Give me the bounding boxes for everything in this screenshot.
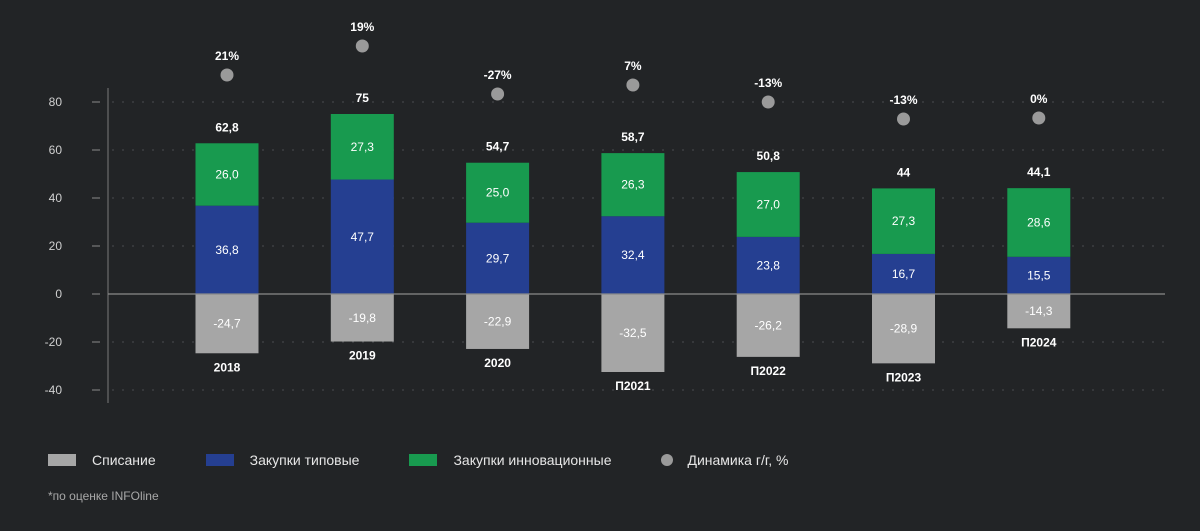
dynamics-dot [897, 112, 910, 126]
dynamics-label: -13% [754, 76, 782, 90]
x-category-label: 2019 [349, 349, 376, 363]
dynamics-dot [355, 39, 369, 53]
dynamics-label: 21% [215, 49, 239, 63]
x-category-label: 2018 [214, 360, 241, 374]
dynamics-dot [220, 68, 234, 82]
bar-innovative [736, 172, 800, 237]
bar-label-innovative: 25,0 [486, 186, 510, 200]
bar-innovative [330, 114, 394, 180]
bar-label-writeoff: -22,9 [484, 314, 512, 328]
legend-label-dynamics: Динамика г/г, % [687, 452, 789, 468]
bar-total-label: 44 [897, 165, 911, 179]
y-tick-label: -40 [45, 383, 63, 397]
y-tick-label: 60 [49, 143, 63, 157]
bar-typical [872, 253, 935, 294]
footnote: *по оценке INFOline [48, 489, 159, 503]
bar-writeoff [195, 294, 259, 354]
bar-label-writeoff: -14,3 [1025, 304, 1053, 318]
dynamics-label: -13% [889, 93, 917, 107]
dynamics-label: 7% [624, 59, 642, 73]
bar-typical [736, 236, 800, 294]
bar-total-label: 58,7 [621, 130, 645, 144]
bar-writeoff [601, 294, 665, 372]
bar-label-writeoff: -24,7 [213, 317, 241, 331]
dynamics-dot [1032, 111, 1046, 125]
bar-typical [1007, 256, 1071, 294]
bar-innovative [1007, 188, 1071, 257]
bar-label-innovative: 26,3 [621, 178, 645, 192]
dynamics-label: -27% [484, 68, 512, 82]
legend-dot-dynamics [661, 454, 674, 466]
bar-writeoff [1007, 294, 1071, 329]
bar-label-innovative: 27,0 [757, 197, 781, 211]
bar-total-label: 62,8 [215, 120, 239, 134]
bar-total-label: 54,7 [486, 140, 510, 154]
bar-label-innovative: 27,3 [351, 140, 375, 154]
legend-swatch-typical [205, 454, 234, 466]
bar-label-typical: 15,5 [1027, 268, 1051, 282]
dynamics-dot [491, 87, 505, 101]
bar-writeoff [330, 294, 394, 342]
x-category-label: П2021 [615, 379, 651, 393]
dynamics-dot [626, 78, 640, 92]
bar-writeoff [872, 294, 935, 364]
legend-label-innovative: Закупки инновационные [453, 452, 612, 468]
y-tick-label: 40 [49, 191, 63, 205]
bar-label-writeoff: -32,5 [619, 326, 647, 340]
y-tick-label: 0 [55, 287, 62, 301]
bar-writeoff [466, 294, 530, 349]
legend-swatch-writeoff [48, 454, 76, 466]
chart: 80 60 40 20 0 -20 -40 -24,7 36,8 26,0 62,8 2018 21% -… [45, 20, 1165, 403]
dynamics-label: 0% [1030, 92, 1048, 106]
dynamics-dot [761, 95, 775, 109]
legend-label-writeoff: Списание [92, 452, 156, 468]
bar-label-typical: 36,8 [215, 243, 239, 257]
bar-label-typical: 47,7 [351, 230, 375, 244]
legend-swatch-innovative [409, 454, 438, 466]
bar-typical [195, 205, 259, 294]
bar-label-typical: 16,7 [892, 267, 916, 281]
bar-innovative [872, 188, 935, 254]
x-category-label: П2023 [886, 370, 922, 384]
legend-item-typical: Закупки типовые [205, 452, 360, 468]
legend: Списание Закупки типовые Закупки инновац… [48, 452, 788, 468]
bar-writeoff [736, 294, 800, 357]
x-category-label: 2020 [484, 356, 511, 370]
y-tick-label: 20 [49, 239, 63, 253]
bar-innovative [195, 143, 259, 206]
bar-label-writeoff: -28,9 [890, 322, 918, 336]
bar-typical [601, 216, 665, 294]
bar-innovative [601, 153, 665, 217]
bar-label-innovative: 28,6 [1027, 215, 1051, 229]
bar-total-label: 75 [356, 91, 370, 105]
bar-typical [330, 179, 394, 294]
x-category-label: П2024 [1021, 335, 1057, 349]
bar-label-typical: 23,8 [757, 258, 781, 272]
bar-label-writeoff: -19,8 [349, 311, 377, 325]
bar-total-label: 44,1 [1027, 165, 1051, 179]
dynamics-label: 19% [350, 20, 374, 34]
bar-total-label: 50,8 [757, 149, 781, 163]
legend-item-dynamics: Динамика г/г, % [661, 452, 788, 468]
bar-label-typical: 32,4 [621, 248, 645, 262]
bar-innovative [466, 162, 530, 223]
bar-label-writeoff: -26,2 [755, 318, 783, 332]
bar-label-innovative: 26,0 [215, 167, 239, 181]
y-tick-label: 80 [49, 95, 63, 109]
bar-typical [466, 222, 530, 294]
x-category-label: П2022 [751, 364, 787, 378]
bar-label-innovative: 27,3 [892, 214, 916, 228]
legend-item-writeoff: Списание [48, 452, 156, 468]
legend-label-typical: Закупки типовые [249, 452, 360, 468]
bar-label-typical: 29,7 [486, 251, 510, 265]
legend-item-innovative: Закупки инновационные [409, 452, 611, 468]
y-tick-label: -20 [45, 335, 63, 349]
